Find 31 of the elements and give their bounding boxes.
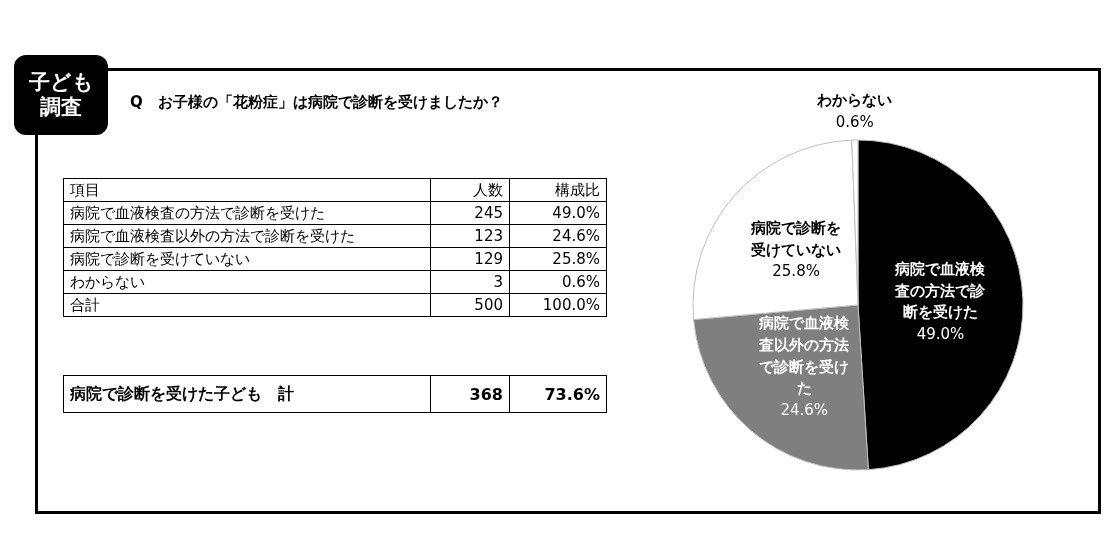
data-label: 24.6%	[779, 400, 830, 422]
text: 25.8%	[772, 262, 820, 281]
slice-label: 病院で血液検査以外の方法で診断を受けた	[758, 313, 851, 400]
text: 0.6%	[561, 273, 600, 291]
slice-label: 病院で血液検査の方法で診断を受けた	[894, 258, 987, 324]
text: 項目	[63, 178, 431, 202]
text: 129	[430, 247, 510, 271]
text: 構成比	[509, 178, 607, 202]
data-label: 25.8%	[509, 247, 607, 271]
text: 100.0%	[509, 293, 607, 317]
text: 病院で診断を受けた子ども 計	[63, 375, 431, 413]
text: 49.0%	[552, 204, 600, 222]
text: 合計	[63, 293, 431, 317]
text: 73.6%	[509, 375, 607, 413]
slice-label: 病院で診断を受けていない	[750, 217, 843, 261]
category-label: 病院で血液検査以外の方法で診断を受けた	[70, 226, 355, 245]
text: Q お子様の「花粉症」は病院で診断を受けましたか？	[130, 93, 503, 112]
category-label: わからない	[70, 272, 145, 291]
text: 24.6%	[552, 227, 600, 245]
data-label: 49.0%	[915, 324, 966, 346]
text: 人数	[430, 178, 510, 202]
text: 123	[430, 224, 510, 248]
text: 368	[430, 375, 510, 413]
category-label: 病院で診断を受けていない	[70, 249, 250, 268]
text: 3	[430, 270, 510, 294]
data-label: 0.6%	[834, 111, 875, 133]
text: 245	[430, 201, 510, 225]
slice-label: わからない	[816, 90, 894, 111]
category-label: 病院で血液検査の方法で診断を受けた	[70, 203, 325, 222]
text: 500	[430, 293, 510, 317]
text: 子ども調査	[28, 69, 94, 121]
